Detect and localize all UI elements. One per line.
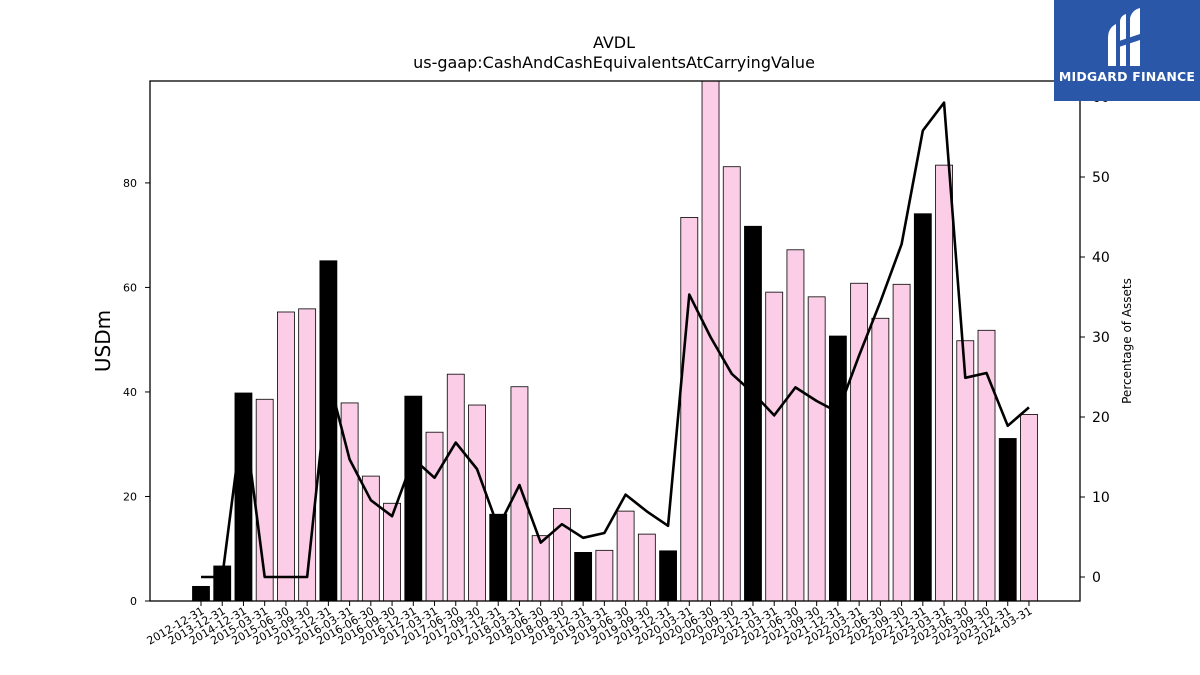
bar [595, 549, 614, 602]
bar [637, 533, 656, 602]
y-tick-label: 40 [123, 386, 137, 399]
y2-tick-label: 50 [1092, 170, 1110, 186]
bar [277, 311, 295, 602]
bar [298, 308, 317, 602]
bar [553, 508, 571, 602]
bar [1020, 414, 1038, 602]
plot-area: 02040608001020304050602012-12-312013-12-… [123, 80, 1110, 648]
bar [850, 282, 869, 602]
bar [659, 550, 677, 602]
y-axis-label: USDm [91, 310, 115, 372]
bar [871, 317, 890, 602]
y-tick-label: 60 [123, 281, 137, 294]
bar [701, 80, 720, 602]
bar [404, 395, 423, 602]
bar [531, 535, 550, 602]
bar [192, 585, 210, 602]
bar [892, 283, 911, 602]
chart-title: AVDL [593, 33, 635, 52]
logo-mark-icon [1108, 8, 1140, 66]
y-tick-label: 80 [123, 177, 137, 190]
chart-subtitle: us-gaap:CashAndCashEquivalentsAtCarrying… [413, 53, 815, 72]
bar [829, 335, 847, 602]
bar [616, 510, 635, 602]
bar [765, 291, 784, 602]
y2-tick-label: 10 [1092, 490, 1110, 506]
bar [913, 213, 932, 602]
y-tick-label: 0 [130, 595, 137, 608]
bar [722, 166, 741, 602]
y2-tick-label: 40 [1092, 250, 1110, 266]
y2-tick-label: 30 [1092, 330, 1110, 346]
bar [680, 216, 699, 602]
bar [998, 438, 1017, 602]
bar [956, 340, 975, 602]
bar [744, 225, 762, 602]
bar [574, 552, 593, 602]
bar [935, 164, 953, 602]
bar [383, 502, 401, 602]
y2-tick-label: 0 [1092, 570, 1101, 586]
y2-tick-label: 20 [1092, 410, 1110, 426]
midgard-finance-logo: MIDGARD FINANCE [1054, 0, 1200, 101]
bar [425, 431, 444, 602]
bar [786, 249, 805, 602]
y2-axis-label: Percentage of Assets [1120, 278, 1134, 404]
bar [446, 373, 465, 602]
logo-text: MIDGARD FINANCE [1058, 69, 1196, 84]
bar [468, 404, 486, 602]
y-tick-label: 20 [123, 490, 137, 503]
bar [234, 392, 253, 602]
plot-frame [149, 80, 1081, 602]
bar [510, 386, 529, 602]
percentage-line [201, 101, 1030, 579]
bar [361, 475, 380, 602]
bar [977, 329, 996, 602]
bar [807, 296, 826, 602]
